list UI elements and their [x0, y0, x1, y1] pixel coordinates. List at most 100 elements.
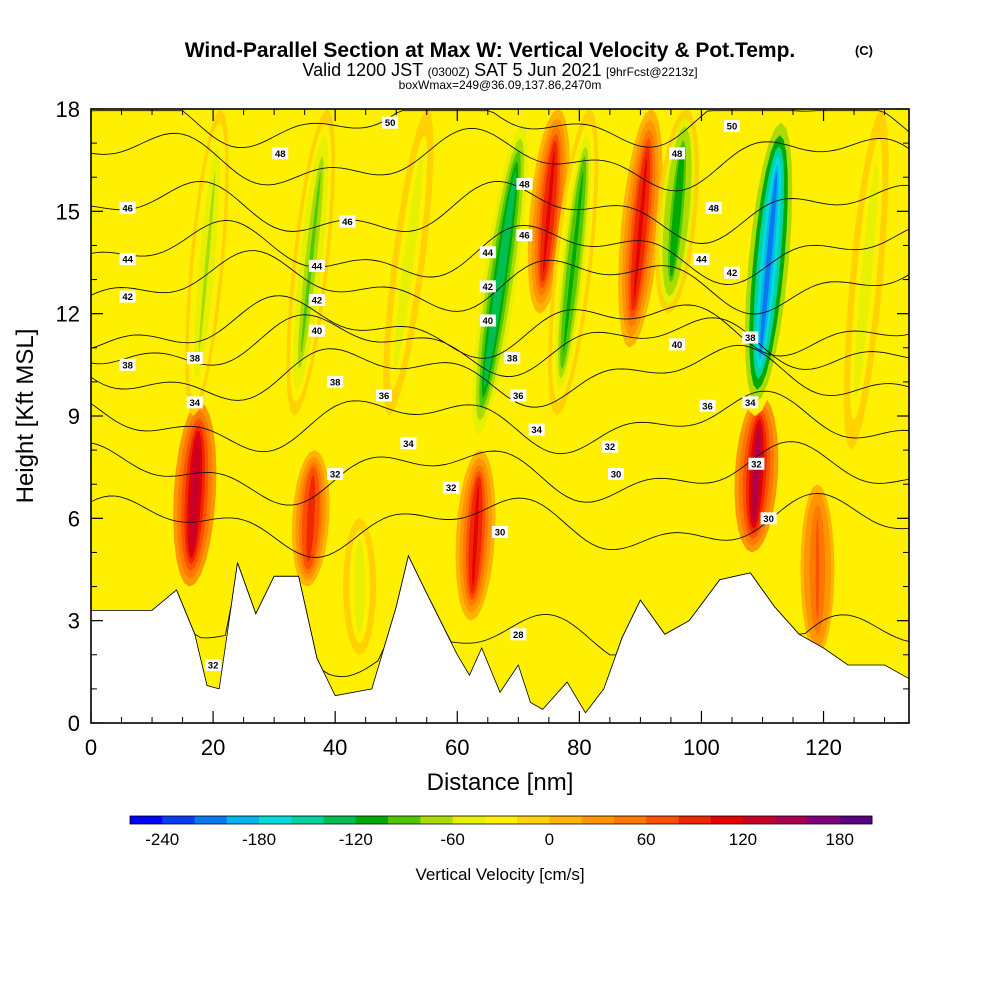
contour-label: 36 — [376, 389, 393, 402]
contour-label-bg — [382, 116, 399, 129]
contour-label-bg — [119, 201, 136, 214]
contour-label-bg — [492, 525, 508, 538]
contour-label-bg — [308, 324, 325, 337]
contour-label: 34 — [186, 396, 203, 409]
contour-label: 40 — [308, 324, 325, 337]
contour-label: 38 — [186, 352, 203, 365]
contour-label-bg — [308, 294, 325, 307]
colorbar-swatch — [613, 816, 647, 824]
colorbar-swatch — [452, 816, 486, 824]
contour-label-bg — [479, 246, 496, 259]
contour-label: 36 — [510, 389, 527, 402]
contour-label: 42 — [119, 290, 136, 303]
contour-label-text: 44 — [696, 255, 707, 266]
colorbar-swatch — [484, 816, 518, 824]
contour-label: 46 — [516, 229, 533, 242]
y-tick-label: 9 — [68, 404, 80, 429]
subtitle-forecast: [9hrFcst@2213z] — [606, 65, 698, 79]
terrain — [91, 554, 909, 723]
colorbar-swatch — [194, 816, 228, 824]
contour-label: 32 — [443, 481, 460, 494]
x-tick-label: 0 — [85, 735, 97, 760]
velocity-band — [472, 484, 479, 587]
contour-label-bg — [723, 120, 740, 133]
colorbar-frame — [129, 815, 873, 825]
x-tick-label: 60 — [445, 735, 469, 760]
colorbar-swatch — [839, 816, 873, 824]
contour-label-text: 44 — [122, 255, 133, 266]
contour-label-bg — [516, 178, 533, 191]
velocity-band — [671, 150, 683, 273]
contour-label-text: 38 — [330, 377, 341, 388]
colorbar-tick-label: -240 — [145, 830, 179, 849]
contour-label-bg — [669, 147, 686, 160]
colorbar-swatch — [549, 816, 583, 824]
colorbar-tick-label: -60 — [440, 830, 465, 849]
velocity-band — [543, 150, 555, 273]
contour-label-text: 46 — [519, 231, 530, 242]
contour-label: 44 — [479, 246, 496, 259]
contour-label-text: 50 — [385, 118, 396, 129]
contour-label-bg — [693, 253, 710, 266]
contour-label-text: 48 — [672, 149, 683, 160]
colorbar-swatch — [291, 816, 324, 824]
contour-label: 34 — [400, 437, 417, 450]
contour-label: 42 — [308, 294, 325, 307]
contour-label: 50 — [723, 120, 740, 133]
contour-label: 32 — [601, 440, 618, 453]
contour-label: 32 — [205, 659, 222, 672]
velocity-band — [397, 171, 420, 354]
chart-title: Wind-Parallel Section at Max W: Vertical… — [185, 39, 796, 62]
theta-contour-44 — [91, 219, 909, 285]
contour-label-text: 36 — [513, 391, 524, 402]
velocity-band — [857, 178, 876, 381]
contour-label-text: 44 — [312, 261, 323, 272]
contour-label: 30 — [607, 467, 624, 480]
subtitle-valid: Valid 1200 JST — [302, 60, 423, 80]
contour-label-text: 32 — [208, 661, 219, 672]
contour-label-bg — [186, 396, 203, 409]
contour-label-bg — [308, 259, 325, 272]
contour-label: 30 — [760, 512, 777, 525]
colorbar-tick-label: -120 — [339, 830, 373, 849]
contour-label-text: 40 — [483, 316, 494, 327]
contour-label: 38 — [742, 331, 759, 344]
contour-label-bg — [186, 352, 203, 365]
velocity-band — [815, 518, 820, 621]
colorbar-swatch — [807, 816, 841, 824]
contour-label-bg — [376, 389, 393, 402]
contour-label-bg — [479, 280, 496, 293]
colorbar-tick-label: 0 — [545, 830, 554, 849]
velocity-band — [563, 171, 584, 354]
theta-contour-40 — [91, 295, 909, 359]
theta-contour-32 — [91, 441, 909, 506]
colorbar-swatch — [710, 816, 744, 824]
contour-label-bg — [119, 253, 136, 266]
contour-label-text: 38 — [745, 333, 756, 344]
theta-contour-42 — [91, 250, 909, 315]
contour-label: 42 — [723, 266, 740, 279]
velocity-band — [633, 157, 647, 300]
contour-label: 48 — [272, 147, 289, 160]
contour-label: 38 — [504, 352, 521, 365]
contour-label-text: 36 — [702, 401, 713, 412]
colorbar-swatch — [226, 816, 260, 824]
contour-label-text: 40 — [312, 326, 323, 337]
colorbar-swatch — [742, 816, 776, 824]
contour-label-text: 40 — [672, 340, 683, 351]
colorbar: -240 -180 -120 -60 0 60 120 180 — [129, 815, 873, 849]
contour-label-text: 30 — [495, 527, 506, 538]
y-tick-label: 12 — [56, 302, 80, 327]
contour-label-text: 30 — [611, 469, 622, 480]
contour-label-text: 42 — [312, 296, 323, 307]
colorbar-swatch — [678, 816, 712, 824]
contour-label: 30 — [492, 525, 508, 538]
contour-label: 42 — [479, 280, 496, 293]
contour-label-bg — [510, 389, 527, 402]
colorbar-swatch — [420, 816, 454, 824]
y-tick-label: 6 — [68, 506, 80, 531]
contour-label: 38 — [119, 358, 136, 371]
colorbar-swatch — [646, 816, 679, 824]
contour-label-text: 32 — [446, 483, 457, 494]
contour-label-text: 42 — [122, 292, 133, 303]
